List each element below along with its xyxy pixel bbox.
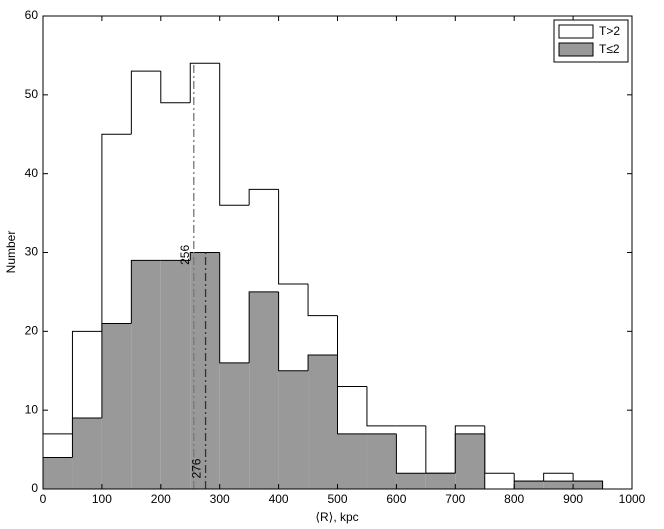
y-tick-label: 50	[25, 87, 39, 101]
y-tick-label: 0	[31, 481, 38, 495]
bar	[337, 433, 367, 489]
bar-edge	[337, 315, 367, 388]
median-label: 256	[178, 245, 192, 265]
bar	[455, 433, 485, 489]
legend-label: T>2	[599, 24, 620, 38]
bar-edge	[366, 386, 397, 427]
bar-edge	[219, 63, 250, 206]
bar-edge	[189, 252, 220, 261]
x-tick-label: 100	[92, 492, 112, 506]
bar	[573, 481, 603, 489]
bar	[219, 362, 250, 489]
bar-edge	[543, 472, 574, 482]
bar-edge	[307, 354, 338, 371]
bar-edge	[337, 354, 367, 435]
y-axis-label: Number	[4, 231, 18, 274]
bar-edge	[513, 473, 544, 482]
y-tick-label: 30	[25, 245, 39, 259]
bar-edge	[219, 252, 250, 364]
bar-edge	[454, 433, 485, 474]
y-tick-label: 10	[25, 402, 39, 416]
bar-edge	[425, 425, 456, 474]
bar	[366, 433, 397, 489]
bar	[131, 260, 161, 489]
bar-edge	[101, 322, 132, 419]
x-tick-label: 200	[151, 492, 171, 506]
bar-edge	[395, 433, 426, 474]
x-tick-label: 300	[210, 492, 230, 506]
bar	[308, 354, 338, 489]
bar-edge	[130, 70, 161, 135]
bar-edge	[71, 417, 102, 458]
bar	[101, 323, 132, 489]
bar-edge	[278, 189, 309, 285]
median-label: 276	[190, 458, 204, 478]
bar	[425, 473, 456, 489]
legend-label: T≤2	[599, 42, 620, 56]
bar-edge	[248, 188, 279, 206]
bar-edge	[307, 284, 338, 317]
x-tick-label: 500	[327, 492, 347, 506]
x-tick-label: 600	[386, 492, 406, 506]
bar-edge	[189, 62, 220, 103]
x-tick-label: 700	[445, 492, 465, 506]
bar-edge	[160, 71, 191, 104]
bar	[543, 481, 574, 489]
y-tick-label: 20	[25, 324, 39, 338]
bar-edge	[278, 291, 309, 372]
legend-swatch	[558, 24, 594, 39]
y-tick-label: 40	[25, 166, 39, 180]
x-tick-label: 1000	[619, 492, 646, 506]
bar	[278, 370, 309, 489]
y-tick-label: 60	[25, 8, 39, 22]
bar	[160, 260, 191, 489]
x-tick-label: 400	[269, 492, 289, 506]
bar-edge	[484, 425, 515, 474]
bar-edge	[71, 330, 102, 434]
bar-edge	[130, 259, 161, 324]
x-tick-label: 800	[504, 492, 524, 506]
x-tick-label: 0	[40, 492, 47, 506]
bar-edge	[248, 291, 279, 363]
bar	[484, 473, 515, 489]
bar	[514, 481, 544, 489]
bar-edge	[573, 480, 604, 489]
x-axis-label: ⟨R⟩, kpc	[315, 510, 358, 524]
bar-edge	[101, 133, 132, 332]
bar	[249, 291, 279, 489]
bar	[396, 473, 426, 489]
legend-swatch	[558, 42, 594, 57]
bar	[72, 418, 102, 489]
bar	[43, 457, 73, 489]
x-tick-label: 900	[563, 492, 583, 506]
